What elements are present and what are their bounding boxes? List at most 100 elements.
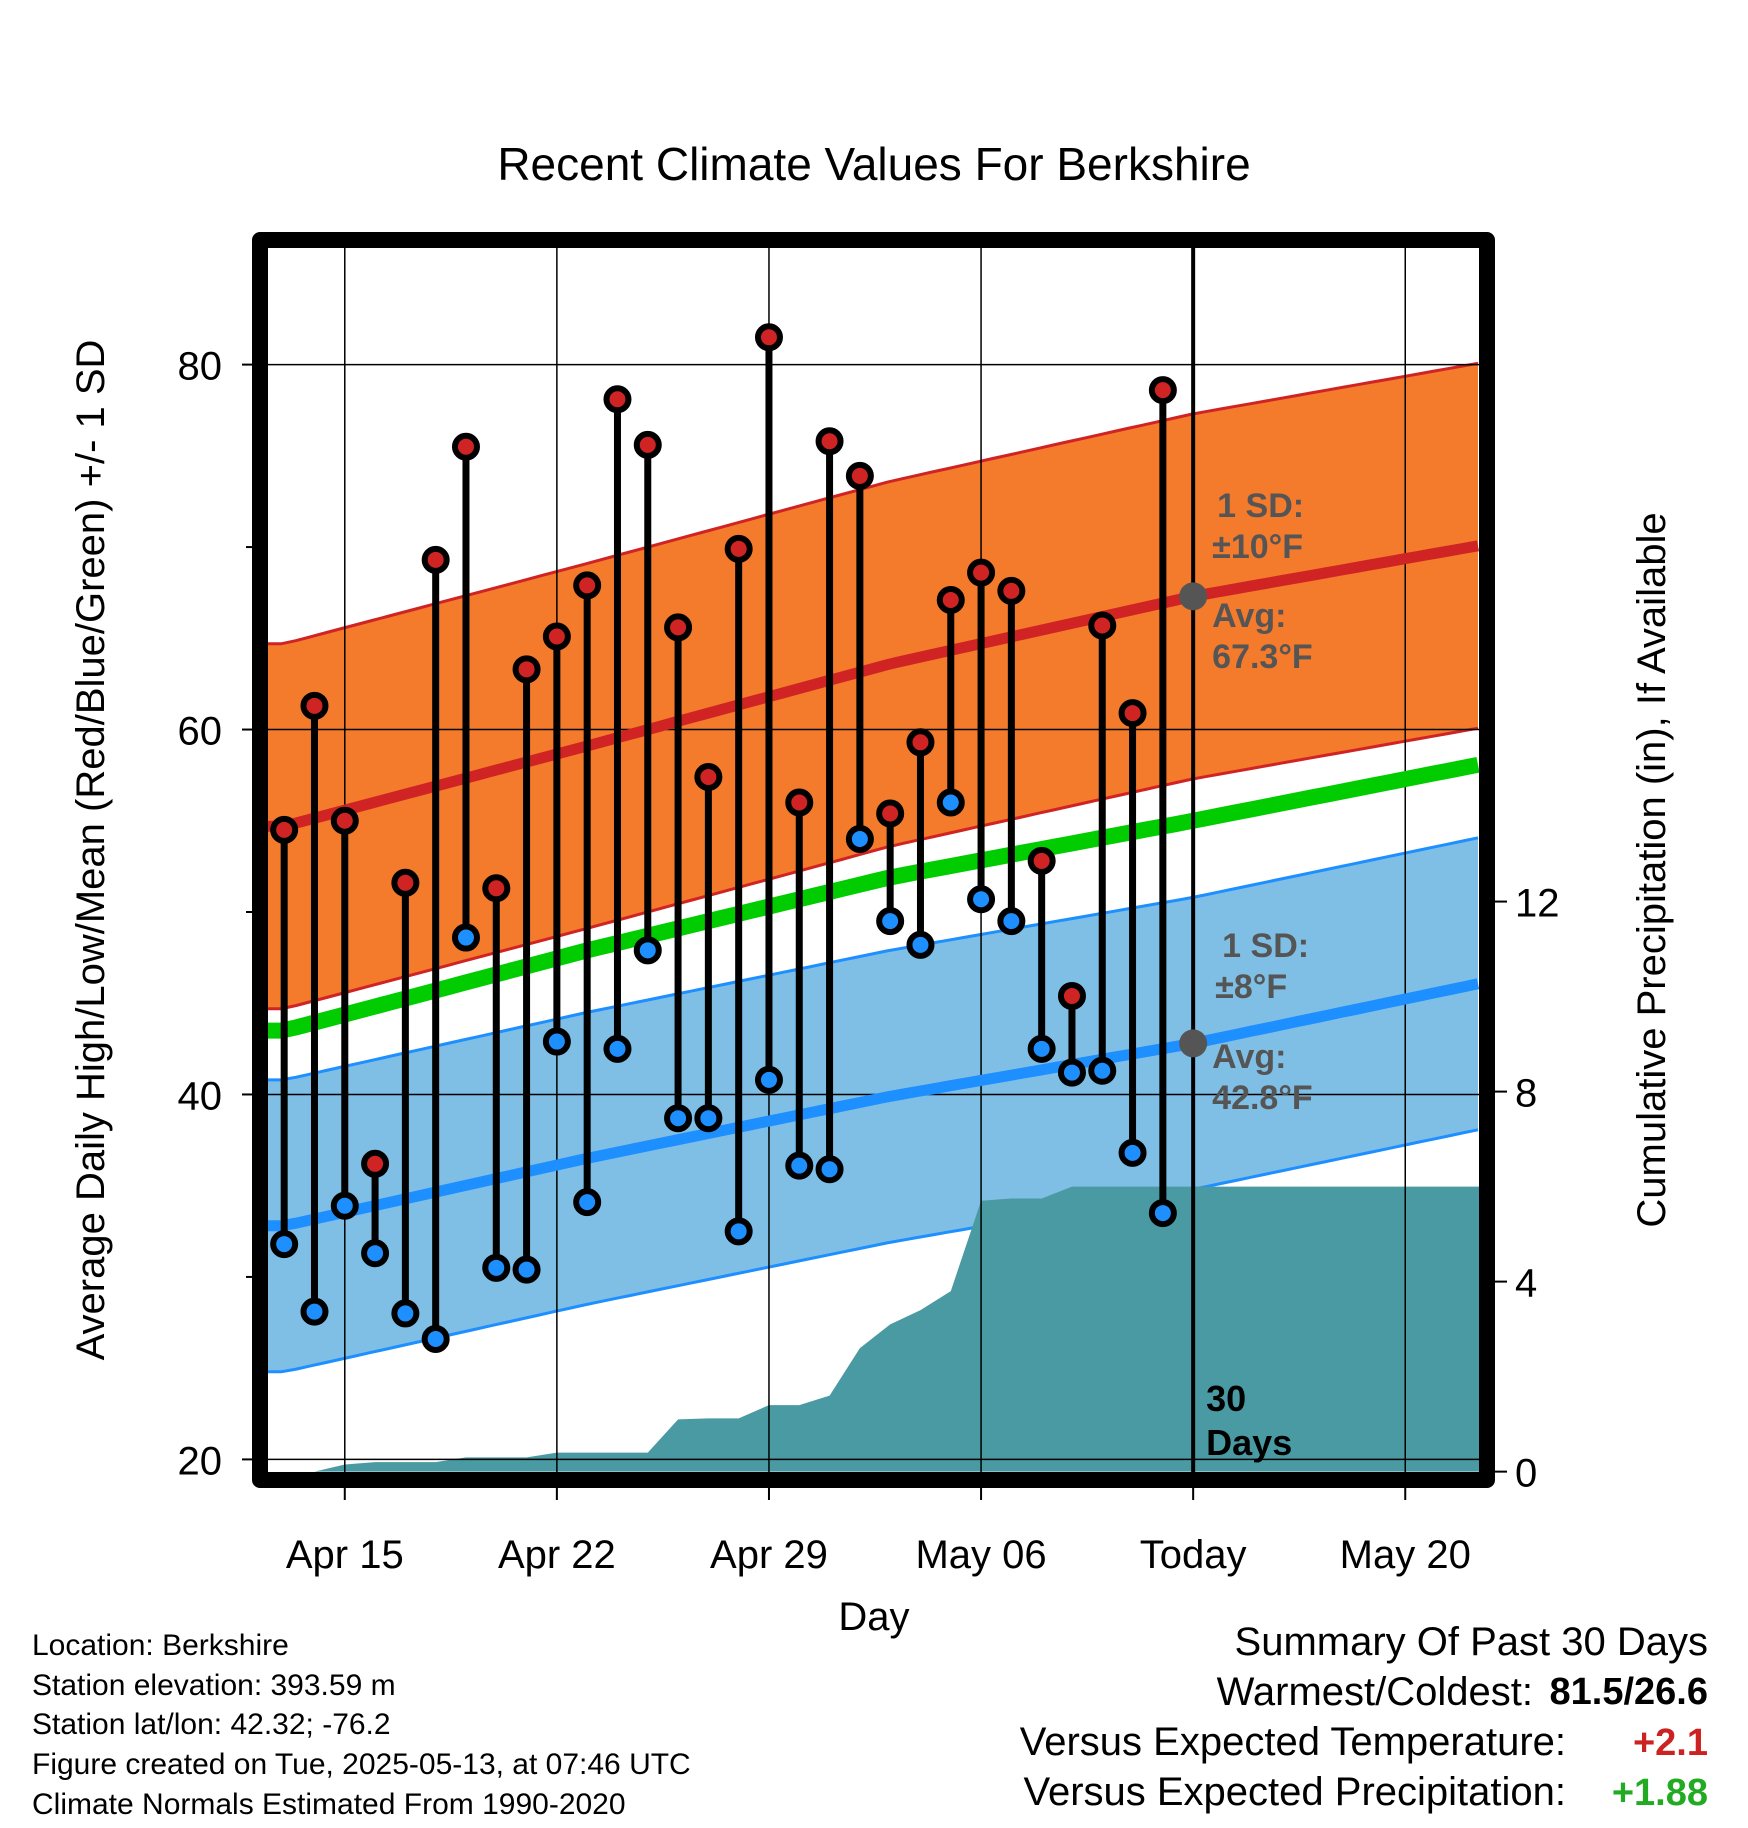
y-axis-label: Average Daily High/Low/Mean (Red/Blue/Gr… (69, 340, 113, 1361)
x-tick-label: Apr 22 (498, 1533, 616, 1577)
daily-high-point (421, 545, 450, 574)
x-axis-label: Day (838, 1595, 909, 1639)
low-avg-label: Avg: (1212, 1038, 1286, 1076)
daily-low-point (845, 825, 874, 854)
daily-high-point (482, 874, 511, 903)
daily-low-point (421, 1324, 450, 1353)
mean-normal-line (266, 756, 1480, 1039)
x-tick-label: Today (1140, 1533, 1247, 1577)
y2-tick-label: 0 (1515, 1452, 1537, 1496)
low-sd-label: 1 SD: (1222, 927, 1309, 965)
daily-high-point (694, 762, 723, 791)
today-days-label: Days (1206, 1422, 1292, 1463)
high-sd-band (266, 363, 1478, 1009)
daily-low-point (876, 907, 905, 936)
daily-high-point (967, 558, 996, 587)
daily-low-point (1057, 1058, 1086, 1087)
daily-low-point (936, 788, 965, 817)
low-band-lower-edge (266, 1128, 1479, 1374)
daily-low-point (330, 1191, 359, 1220)
daily-high-point (997, 576, 1026, 605)
daily-low-point (270, 1230, 299, 1259)
y2-tick-label: 8 (1515, 1072, 1537, 1116)
daily-high-point (270, 815, 299, 844)
high-avg-label: Avg: (1212, 597, 1286, 635)
y-tick-label: 40 (178, 1074, 223, 1118)
daily-high-point (573, 571, 602, 600)
daily-low-point (1088, 1056, 1117, 1085)
daily-high-point (512, 655, 541, 684)
daily-low-point (633, 936, 662, 965)
high-band-lower-edge (266, 726, 1479, 1011)
daily-high-point (754, 323, 783, 352)
daily-high-point (906, 728, 935, 757)
daily-high-point (1027, 846, 1056, 875)
daily-low-point (754, 1065, 783, 1094)
daily-low-point (300, 1297, 329, 1326)
x-tick-label: Apr 29 (710, 1533, 828, 1577)
daily-low-point (573, 1188, 602, 1217)
daily-low-point (391, 1299, 420, 1328)
daily-high-point (633, 430, 662, 459)
daily-low-point (694, 1104, 723, 1133)
today-low-avg-point (1179, 1029, 1208, 1058)
footer-created: Figure created on Tue, 2025-05-13, at 07… (32, 1748, 691, 1781)
daily-high-point (1148, 376, 1177, 405)
daily-low-point (451, 923, 480, 952)
daily-high-point (603, 385, 632, 414)
x-tick-label: May 20 (1340, 1533, 1471, 1577)
plot-frame (252, 232, 1495, 1488)
footer-location: Location: Berkshire (32, 1629, 289, 1662)
daily-high-point (876, 799, 905, 828)
high-sd-value: ±10°F (1212, 528, 1303, 566)
summary-title: Summary Of Past 30 Days (1234, 1620, 1708, 1664)
precipitation-area (266, 1186, 1481, 1472)
daily-low-point (906, 930, 935, 959)
daily-high-point (1057, 981, 1086, 1010)
daily-high-point (724, 534, 753, 563)
summary-precip-value: +1.88 (1611, 1772, 1708, 1814)
today-high-avg-point (1179, 582, 1208, 611)
daily-low-point (1027, 1034, 1056, 1063)
summary-warm-cold-value: 81.5/26.6 (1549, 1671, 1708, 1713)
daily-low-point (603, 1034, 632, 1063)
y2-tick-label: 4 (1515, 1262, 1537, 1306)
x-tick-label: Apr 15 (286, 1533, 404, 1577)
footer-elevation: Station elevation: 393.59 m (32, 1669, 396, 1702)
summary-temp-value: +2.1 (1632, 1722, 1708, 1764)
y-tick-label: 60 (178, 710, 223, 754)
y2-axis-label: Cumulative Precipitation (in), If Availa… (1630, 512, 1674, 1227)
daily-high-point (361, 1149, 390, 1178)
y-tick-label: 20 (178, 1439, 223, 1483)
low-band-upper-edge (266, 836, 1479, 1082)
daily-low-point (997, 907, 1026, 936)
today-days-count: 30 (1206, 1378, 1246, 1419)
daily-low-point (785, 1151, 814, 1180)
daily-high-point (1088, 611, 1117, 640)
plot-area (266, 246, 1481, 1474)
footer-normals: Climate Normals Estimated From 1990-2020 (32, 1788, 626, 1821)
daily-high-point (1118, 699, 1147, 728)
footer-latlon: Station lat/lon: 42.32; -76.2 (32, 1708, 391, 1741)
low-sd-value: ±8°F (1215, 968, 1287, 1006)
low-avg-value: 42.8°F (1212, 1079, 1313, 1117)
daily-high-point (451, 432, 480, 461)
y2-tick-label: 12 (1515, 882, 1560, 926)
high-avg-value: 67.3°F (1212, 638, 1313, 676)
daily-high-point (542, 622, 571, 651)
daily-high-point (300, 691, 329, 720)
daily-low-point (1118, 1138, 1147, 1167)
daily-low-point (664, 1104, 693, 1133)
low-normal-line (266, 978, 1480, 1232)
daily-low-point (1148, 1199, 1177, 1228)
daily-low-point (542, 1027, 571, 1056)
daily-low-point (967, 885, 996, 914)
y-tick-label: 80 (178, 345, 223, 389)
daily-high-point (330, 806, 359, 835)
daily-high-point (815, 427, 844, 456)
daily-low-point (482, 1253, 511, 1282)
summary-temp-label: Versus Expected Temperature: (1019, 1720, 1566, 1764)
daily-high-point (936, 585, 965, 614)
daily-low-point (815, 1155, 844, 1184)
